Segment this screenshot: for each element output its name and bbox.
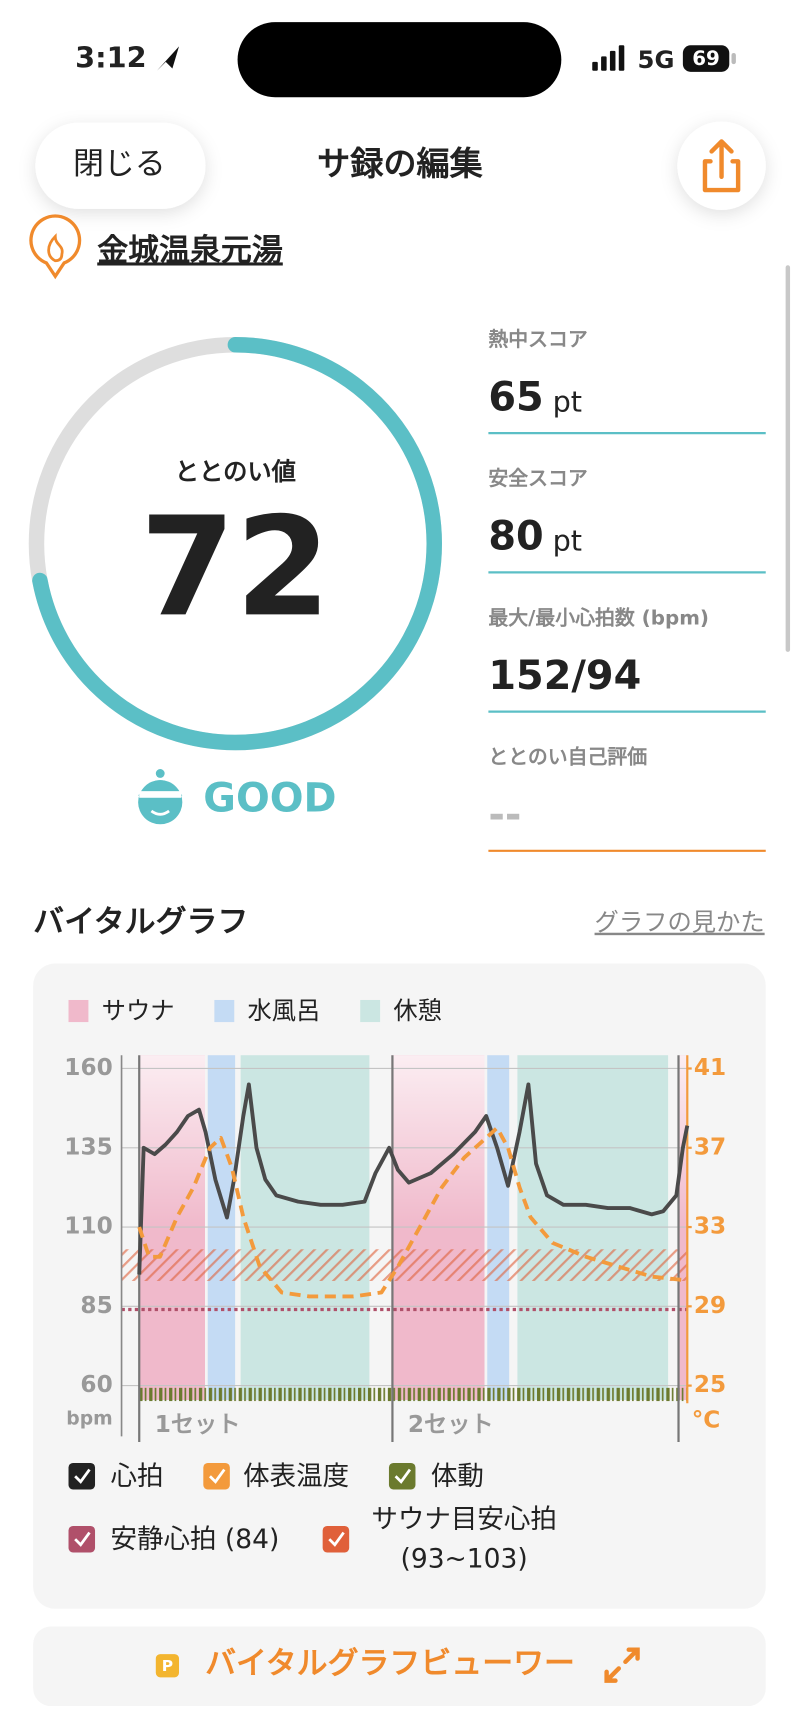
- phase-legend-swatch: [360, 999, 381, 1023]
- stat-value: 152/94: [488, 653, 641, 699]
- heart-rate-line: [137, 1082, 690, 1275]
- score-label: ととのい値: [175, 457, 296, 486]
- battery-level: 69: [692, 47, 720, 70]
- y2-tick-label: 41: [694, 1054, 726, 1081]
- y2-axis-label: °C: [692, 1406, 721, 1433]
- location-icon: [156, 46, 180, 71]
- viewer-label: バイタルグラフビューワー: [205, 1646, 575, 1682]
- legend-label: 心拍: [111, 1461, 164, 1492]
- rating-icon: [138, 769, 183, 825]
- stat-label: 最大/最小心拍数 (bpm): [488, 606, 709, 629]
- legend-label: (93~103): [400, 1544, 527, 1575]
- y-tick-label: 110: [64, 1213, 112, 1240]
- y2-tick-label: 37: [694, 1133, 726, 1160]
- y-tick-label: 160: [64, 1054, 112, 1081]
- temperature-line: [137, 1126, 688, 1299]
- y2-tick-label: 33: [694, 1213, 726, 1240]
- venue-name[interactable]: 金城温泉元湯: [97, 232, 283, 268]
- check-mark: [74, 1531, 91, 1547]
- section-title: バイタルグラフ: [33, 904, 248, 940]
- y-tick-label: 60: [80, 1371, 112, 1398]
- legend-checkbox[interactable]: [203, 1462, 230, 1490]
- battery-cap: [731, 53, 736, 65]
- phase-legend-label: 水風呂: [248, 996, 321, 1025]
- close-button[interactable]: [35, 122, 206, 209]
- venue-icon: [29, 214, 82, 280]
- viewer-button[interactable]: [33, 1626, 766, 1707]
- phase-legend-label: サウナ: [102, 996, 175, 1025]
- scrollbar: [785, 265, 791, 652]
- page-title: サ録の編集: [317, 144, 483, 183]
- y2-tick-label: 29: [694, 1292, 726, 1319]
- signal-icon: [592, 45, 625, 71]
- y-tick-label: 135: [64, 1133, 112, 1160]
- check-mark: [328, 1531, 345, 1547]
- set-label: 1セット: [155, 1411, 241, 1438]
- phase-legend-swatch: [68, 999, 89, 1023]
- help-link[interactable]: グラフの見かた: [595, 908, 765, 937]
- expand-icon: [604, 1647, 640, 1683]
- check-mark: [74, 1468, 91, 1484]
- score-value: 72: [140, 488, 331, 647]
- vital-chart: サウナ 水風呂 休憩 60 85 110 135 160 25 29 33 37 41 bpm °C 1セット…: [64, 996, 726, 1575]
- target-band: [121, 1249, 688, 1281]
- dynamic-island: [237, 22, 562, 98]
- close-label: 閉じる: [73, 146, 166, 182]
- phase-legend-swatch: [214, 999, 235, 1023]
- rating-label: GOOD: [203, 776, 336, 822]
- legend-label: 安静心拍 (84): [111, 1524, 280, 1555]
- body-motion: [139, 1387, 688, 1402]
- y-tick-label: 85: [80, 1292, 112, 1319]
- score-ring: [28, 337, 442, 751]
- legend-label: 体表温度: [243, 1461, 349, 1492]
- premium-badge: [155, 1654, 180, 1678]
- legend-checkbox[interactable]: [322, 1525, 350, 1553]
- legend-checkbox[interactable]: [68, 1525, 96, 1553]
- check-mark: [394, 1468, 412, 1484]
- premium-letter: P: [162, 1657, 173, 1675]
- legend-label: サウナ目安心拍: [371, 1504, 556, 1535]
- status-time: 3:12: [75, 41, 146, 75]
- stat-value: 65: [488, 374, 543, 420]
- check-mark: [208, 1468, 226, 1484]
- set-label: 2セット: [408, 1411, 494, 1438]
- battery-icon: [682, 45, 730, 72]
- legend-label: 体動: [431, 1461, 484, 1492]
- legend-checkbox[interactable]: [388, 1462, 416, 1490]
- stat-label: ととのい自己評価: [488, 745, 647, 768]
- stat-label: 熱中スコア: [488, 328, 587, 351]
- legend-checkbox[interactable]: [68, 1462, 96, 1490]
- stat-unit: pt: [553, 384, 582, 418]
- stats: 熱中スコア 65 pt 安全スコア 80 pt 最大/最小心拍数 (bpm) 152/94 とと…: [488, 328, 766, 852]
- share-icon: [702, 139, 741, 193]
- stat-value: --: [488, 792, 521, 838]
- network-label: 5G: [638, 45, 675, 74]
- y2-tick-label: 25: [694, 1371, 726, 1398]
- stat-unit: pt: [553, 524, 582, 558]
- phase-legend-label: 休憩: [393, 996, 442, 1025]
- stat-label: 安全スコア: [488, 467, 587, 490]
- stat-value: 80: [488, 514, 543, 560]
- y-axis-label: bpm: [66, 1408, 112, 1429]
